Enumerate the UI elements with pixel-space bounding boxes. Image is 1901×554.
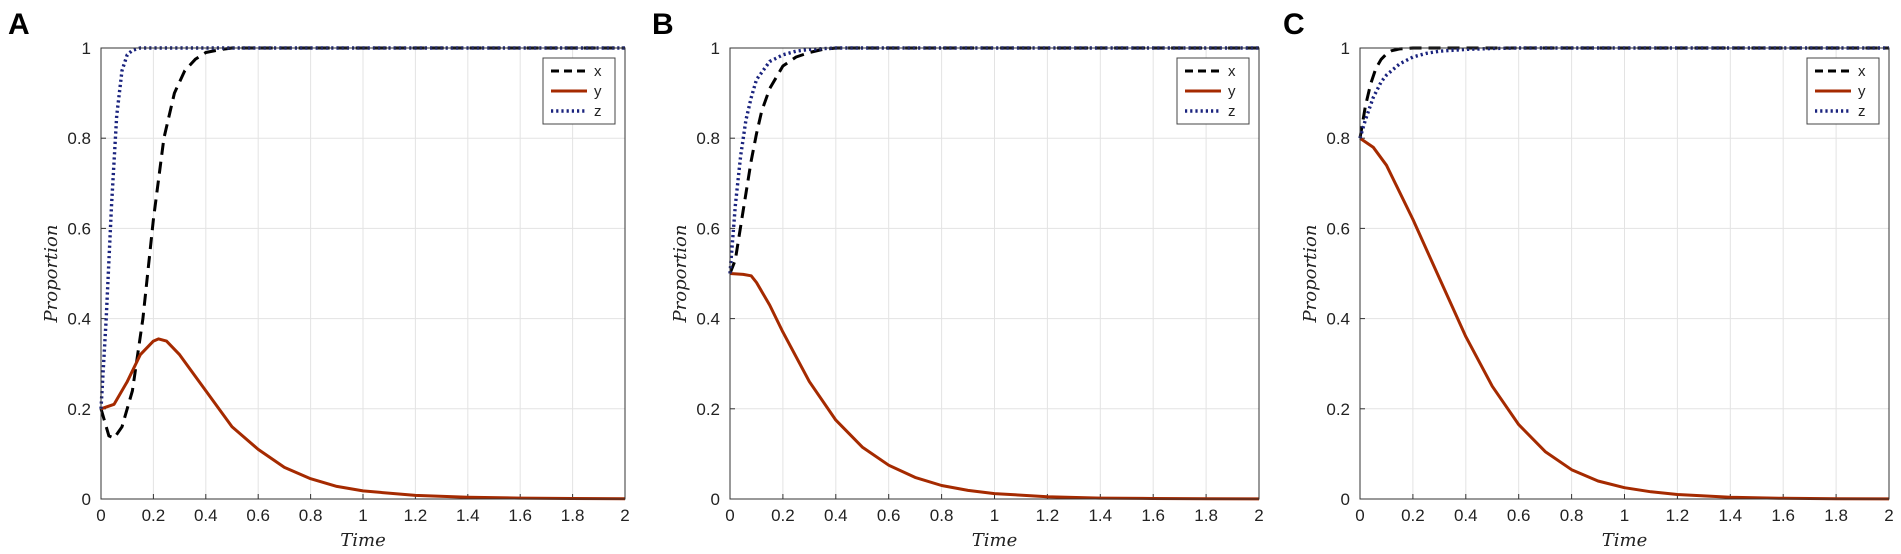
x-tick-label: 1 [358,506,367,525]
legend-label-x: x [1228,63,1236,80]
x-axis-label: Time [340,530,385,551]
x-tick-label: 1.8 [1824,506,1848,525]
x-tick-label: 1.4 [1088,506,1112,525]
x-tick-label: 0 [725,506,734,525]
chart-panel-c: C 0 0.2 0.4 0.6 0.8 1 1.2 1.4 1.6 1.8 2 0 0.2 0.4 0.6 0.… [1283,8,1894,551]
x-tick-label: 1.4 [456,506,480,525]
legend-label-y: y [1858,83,1866,100]
legend-label-z: z [594,103,602,120]
x-tick-label: 1.2 [1036,506,1060,525]
axes-frame [729,47,1260,500]
y-tick-label: 0.6 [696,219,720,238]
y-tick-label: 0.6 [1326,219,1350,238]
legend: xyz [542,57,616,125]
y-tick-label: 0 [1341,490,1350,509]
x-tick-label: 2 [1254,506,1263,525]
x-tick-label: 0.2 [771,506,795,525]
x-tick-label: 0.6 [877,506,901,525]
x-tick-label: 2 [1884,506,1893,525]
y-tick-label: 0.8 [1326,129,1350,148]
x-tick-label: 0.8 [930,506,954,525]
y-tick-label: 1 [711,39,720,58]
x-tick-label: 1.2 [404,506,428,525]
x-tick-label: 0.6 [246,506,270,525]
x-tick-label: 1.4 [1718,506,1742,525]
x-tick-label: 0.8 [1560,506,1584,525]
x-tick-label: 1.8 [561,506,585,525]
y-tick-label: 0 [711,490,720,509]
y-tick-label: 0.8 [67,129,91,148]
y-tick-label: 0.2 [67,400,91,419]
series-line-x [728,46,1259,275]
y-tick-label: 0.2 [1326,400,1350,419]
x-tick-label: 1.6 [1141,506,1165,525]
x-tick-label: 1 [1620,506,1629,525]
legend-label-x: x [594,63,602,80]
series-line-z [1358,46,1889,139]
y-tick-label: 0.4 [696,310,720,329]
x-tick-label: 0.2 [1401,506,1425,525]
x-tick-label: 0.4 [194,506,218,525]
panel-letter: A [8,8,30,41]
x-tick-label: 0.4 [1454,506,1478,525]
legend-label-z: z [1858,103,1866,120]
series-line-y [729,272,1260,501]
chart-panel-a: A 0 0.2 0.4 0.6 0.8 1 1.2 1.4 1.6 1.8 2 0 0.2 0.4 0.6 0.… [8,8,630,551]
y-tick-label: 0.8 [696,129,720,148]
x-tick-label: 0 [96,506,105,525]
x-tick-label: 0.2 [142,506,166,525]
chart-panel-b: B 0 0.2 0.4 0.6 0.8 1 1.2 1.4 1.6 1.8 2 0 0.2 0.4 0.6 0.… [652,8,1264,551]
legend-label-y: y [1228,83,1236,100]
x-tick-label: 0.4 [824,506,848,525]
legend: xyz [1806,57,1880,125]
x-tick-label: 1.6 [508,506,532,525]
x-axis-label: Time [972,530,1017,551]
x-tick-label: 0.8 [299,506,323,525]
x-tick-label: 1.8 [1194,506,1218,525]
x-tick-label: 2 [620,506,629,525]
y-axis-label: Proportion [1300,225,1321,324]
x-tick-label: 1 [990,506,999,525]
axes-frame [1359,47,1890,500]
y-tick-label: 0 [82,490,91,509]
x-tick-label: 1.2 [1666,506,1690,525]
legend-label-y: y [594,83,602,100]
y-tick-label: 0.4 [67,310,91,329]
y-tick-label: 0.4 [1326,310,1350,329]
series-line-y [1359,136,1890,501]
legend: xyz [1176,57,1250,125]
series-line-y [100,337,626,501]
y-tick-label: 0.6 [67,219,91,238]
x-tick-label: 0 [1355,506,1364,525]
x-tick-label: 0.6 [1507,506,1531,525]
panel-letter: C [1283,8,1305,41]
x-tick-label: 1.6 [1771,506,1795,525]
y-tick-label: 1 [82,39,91,58]
x-axis-label: Time [1602,530,1647,551]
legend-label-x: x [1858,63,1866,80]
axes-frame [100,47,626,500]
y-tick-label: 1 [1341,39,1350,58]
legend-label-z: z [1228,103,1236,120]
panel-letter: B [652,8,674,41]
y-tick-label: 0.2 [696,400,720,419]
y-axis-label: Proportion [670,225,691,324]
y-axis-label: Proportion [41,225,62,324]
